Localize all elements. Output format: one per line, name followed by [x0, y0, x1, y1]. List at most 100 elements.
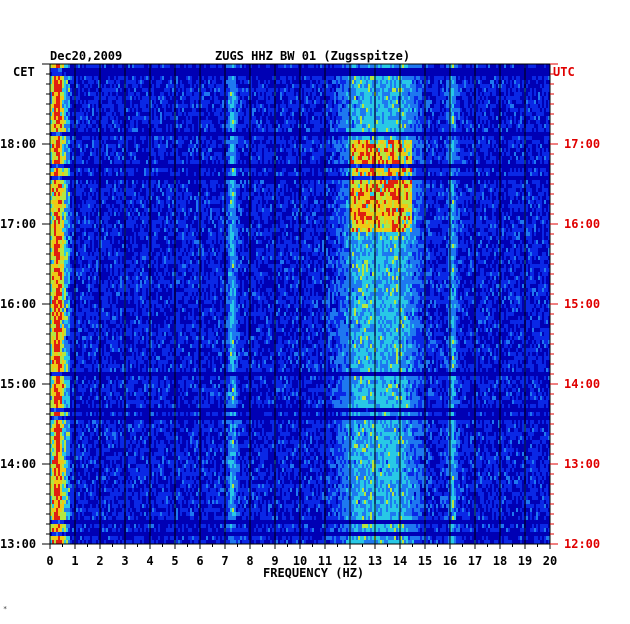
heatmap-cell [154, 108, 156, 112]
heatmap-cell [404, 100, 406, 104]
heatmap-cell [200, 96, 202, 100]
heatmap-cell [472, 140, 474, 144]
heatmap-cell [376, 176, 378, 180]
heatmap-cell [432, 128, 434, 132]
heatmap-cell [296, 64, 298, 68]
heatmap-cell [482, 124, 484, 128]
heatmap-cell [404, 96, 406, 100]
heatmap-cell [276, 80, 278, 84]
heatmap-cell [144, 120, 146, 124]
heatmap-cell [378, 140, 380, 144]
heatmap-cell [118, 156, 120, 160]
heatmap-cell [422, 108, 424, 112]
heatmap-cell [466, 140, 468, 144]
heatmap-cell [252, 108, 254, 112]
heatmap-cell [378, 80, 380, 84]
heatmap-cell [368, 116, 370, 120]
heatmap-cell [230, 124, 232, 128]
heatmap-cell [350, 124, 352, 128]
heatmap-cell [378, 188, 380, 192]
heatmap-cell [58, 116, 60, 120]
heatmap-cell [366, 96, 368, 100]
heatmap-cell [504, 112, 506, 116]
heatmap-cell [372, 160, 374, 164]
heatmap-cell [102, 200, 104, 204]
heatmap-cell [390, 84, 392, 88]
heatmap-cell [472, 148, 474, 152]
heatmap-cell [298, 144, 300, 148]
heatmap-cell [350, 88, 352, 92]
heatmap-cell [386, 64, 388, 68]
heatmap-cell [66, 144, 68, 148]
heatmap-cell [336, 64, 338, 68]
heatmap-cell [392, 112, 394, 116]
heatmap-cell [330, 92, 332, 96]
heatmap-cell [292, 84, 294, 88]
heatmap-cell [394, 100, 396, 104]
heatmap-cell [358, 88, 360, 92]
heatmap-cell [264, 152, 266, 156]
heatmap-cell [390, 180, 392, 184]
heatmap-cell [482, 172, 484, 176]
heatmap-cell [414, 168, 416, 172]
heatmap-cell [322, 184, 324, 188]
heatmap-cell [402, 116, 404, 120]
heatmap-cell [136, 128, 138, 132]
heatmap-cell [264, 156, 266, 160]
heatmap-cell [366, 80, 368, 84]
heatmap-cell [84, 184, 86, 188]
heatmap-cell [182, 104, 184, 108]
heatmap-cell [334, 100, 336, 104]
heatmap-cell [268, 124, 270, 128]
heatmap-cell [60, 188, 62, 192]
heatmap-cell [114, 84, 116, 88]
heatmap-cell [148, 192, 150, 196]
heatmap-cell [94, 152, 96, 156]
heatmap-cell [370, 184, 372, 188]
heatmap-cell [234, 116, 236, 120]
heatmap-cell [222, 92, 224, 96]
heatmap-cell [490, 184, 492, 188]
heatmap-cell [342, 116, 344, 120]
heatmap-cell [146, 192, 148, 196]
heatmap-cell [182, 168, 184, 172]
heatmap-cell [206, 92, 208, 96]
heatmap-cell [382, 152, 384, 156]
heatmap-cell [158, 200, 160, 204]
heatmap-cell [186, 188, 188, 192]
heatmap-cell [54, 84, 56, 88]
heatmap-cell [234, 108, 236, 112]
heatmap-cell [214, 144, 216, 148]
heatmap-cell [90, 148, 92, 152]
heatmap-cell [404, 180, 406, 184]
heatmap-cell [110, 172, 112, 176]
heatmap-cell [512, 104, 514, 108]
heatmap-cell [220, 88, 222, 92]
heatmap-cell [58, 176, 60, 180]
heatmap-cell [242, 140, 244, 144]
heatmap-cell [246, 112, 248, 116]
heatmap-cell [258, 152, 260, 156]
heatmap-cell [384, 80, 386, 84]
heatmap-cell [300, 124, 302, 128]
heatmap-cell [314, 160, 316, 164]
heatmap-cell [276, 104, 278, 108]
heatmap-cell [334, 172, 336, 176]
heatmap-cell [398, 64, 400, 68]
heatmap-cell [78, 84, 80, 88]
heatmap-cell [230, 100, 232, 104]
heatmap-cell [58, 64, 60, 68]
heatmap-cell [352, 100, 354, 104]
heatmap-cell [60, 128, 62, 132]
heatmap-cell [66, 172, 68, 176]
heatmap-cell [364, 76, 366, 80]
heatmap-cell [482, 148, 484, 152]
heatmap-cell [196, 96, 198, 100]
heatmap-cell [364, 80, 366, 84]
heatmap-cell [378, 156, 380, 160]
heatmap-cell [150, 188, 152, 192]
heatmap-cell [450, 180, 452, 184]
heatmap-cell [266, 84, 268, 88]
heatmap-cell [430, 168, 432, 172]
heatmap-cell [372, 120, 374, 124]
